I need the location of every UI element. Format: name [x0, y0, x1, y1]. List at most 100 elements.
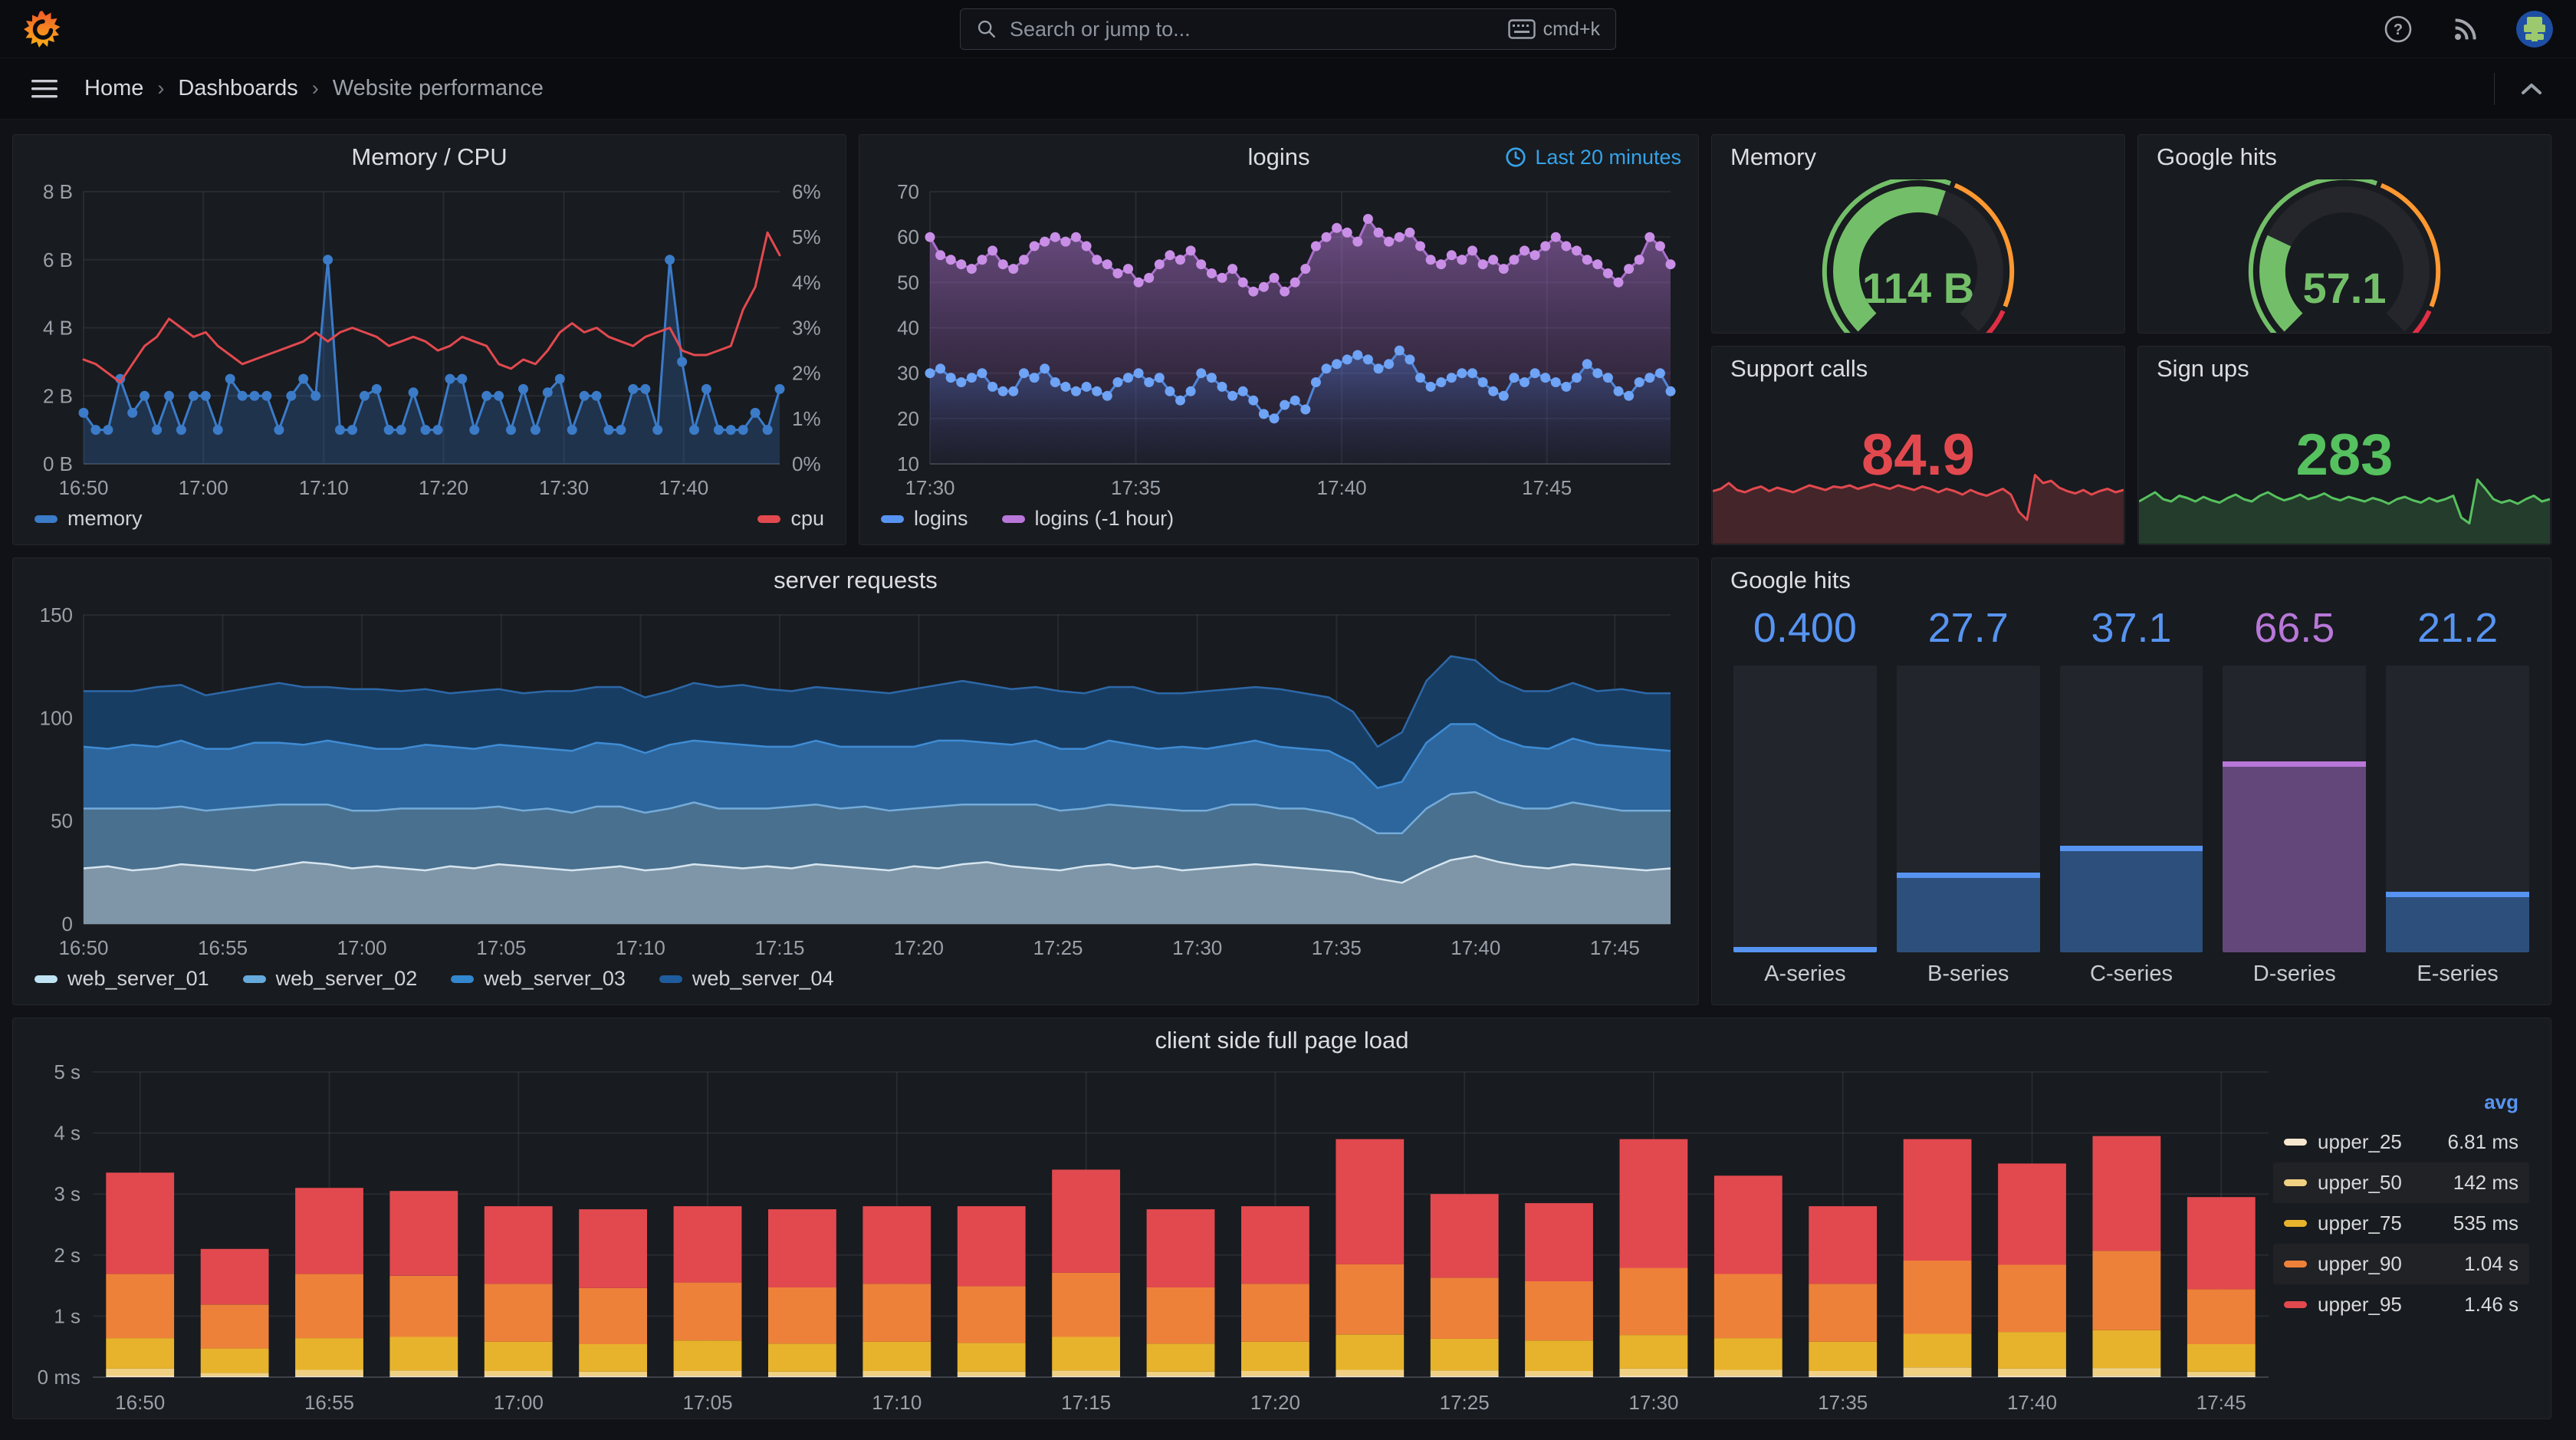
- legend-item-cpu[interactable]: cpu: [757, 507, 824, 531]
- legend-swatch: [34, 975, 58, 983]
- page-load-chart: 0 ms 1 s 2 s 3 s 4 s 5 s 16:50 16:55 17:00 17:05 1…: [13, 1063, 2551, 1419]
- sign-ups-sparkline: [2138, 467, 2551, 544]
- svg-text:17:45: 17:45: [2196, 1391, 2246, 1414]
- svg-text:50: 50: [897, 271, 919, 294]
- panel-title[interactable]: Google hits: [1730, 567, 1851, 593]
- panel-title[interactable]: Memory / CPU: [351, 143, 508, 170]
- bar-gauge-cell: 66.5 D-series: [2223, 604, 2367, 994]
- panel-title-text: logins: [1247, 143, 1310, 170]
- bar-gauge-value: 66.5: [2254, 605, 2335, 651]
- svg-text:17:40: 17:40: [2007, 1391, 2057, 1414]
- legend-label: web_server_04: [692, 967, 834, 990]
- google-hits-bar-gauge: 0.400 A-series 27.7 B-series 37.1 C-series 66.…: [1712, 603, 2551, 1004]
- bar-gauge-value: 27.7: [1927, 605, 2009, 651]
- panel-title[interactable]: Sign ups: [2157, 355, 2249, 382]
- avatar[interactable]: [2516, 10, 2553, 48]
- svg-text:4 B: 4 B: [43, 317, 73, 340]
- legend-row-upper-90[interactable]: upper_90 1.04 s: [2273, 1244, 2529, 1284]
- help-button[interactable]: ?: [2381, 12, 2415, 46]
- svg-text:60: 60: [897, 225, 919, 248]
- legend-item-web-server-01[interactable]: web_server_01: [34, 967, 209, 991]
- bar-gauge-cell: 37.1 C-series: [2059, 604, 2203, 994]
- svg-text:10: 10: [897, 452, 919, 475]
- legend-row-upper-95[interactable]: upper_95 1.46 s: [2273, 1284, 2529, 1325]
- breadcrumb-home[interactable]: Home: [84, 76, 144, 100]
- sparkline-canvas: [1712, 474, 2124, 544]
- panel-title[interactable]: server requests: [774, 567, 938, 593]
- legend-label: logins (-1 hour): [1034, 507, 1175, 530]
- breadcrumb-current: Website performance: [332, 76, 544, 100]
- legend-swatch: [757, 515, 781, 523]
- svg-text:17:25: 17:25: [1033, 936, 1083, 959]
- chart-canvas: 10 20 30 40 50 60 70 17:30 17:35 17:40 17:45: [897, 180, 1676, 499]
- svg-text:2%: 2%: [792, 362, 821, 385]
- panel-title[interactable]: Memory: [1730, 143, 1816, 170]
- panel-title[interactable]: Support calls: [1730, 355, 1868, 382]
- svg-text:17:20: 17:20: [419, 476, 468, 499]
- svg-text:17:00: 17:00: [179, 476, 228, 499]
- stat-value: 84.9: [1861, 422, 1975, 488]
- svg-text:16:50: 16:50: [115, 1391, 165, 1414]
- legend-value: 142 ms: [2453, 1171, 2518, 1194]
- news-button[interactable]: [2449, 12, 2482, 46]
- breadcrumb-dashboards[interactable]: Dashboards: [178, 76, 298, 100]
- svg-text:8 B: 8 B: [43, 180, 73, 203]
- panel-title[interactable]: Google hits: [2157, 143, 2277, 170]
- svg-text:6%: 6%: [792, 180, 821, 203]
- grafana-logo[interactable]: [23, 10, 61, 48]
- avatar-image: [2516, 10, 2553, 48]
- memory-gauge: 114 B: [1712, 179, 2124, 333]
- memory-cpu-legend: memory cpu: [13, 504, 846, 544]
- svg-text:17:45: 17:45: [1522, 476, 1572, 499]
- chart-canvas: 0 ms 1 s 2 s 3 s 4 s 5 s 16:50 16:55 17:00 17:05 1…: [38, 1063, 2269, 1414]
- svg-text:0: 0: [62, 912, 73, 935]
- bar-gauge-cell: 21.2 E-series: [2386, 604, 2529, 994]
- panel-title[interactable]: client side full page load: [1155, 1027, 1409, 1054]
- bar-gauge-fill: [1733, 947, 1877, 952]
- gauge-canvas: [1822, 179, 2015, 333]
- panel-title[interactable]: logins Last 20 minutes: [859, 135, 1698, 179]
- legend-item-web-server-04[interactable]: web_server_04: [659, 967, 834, 991]
- svg-text:17:35: 17:35: [1818, 1391, 1868, 1414]
- legend-item-logins-1hour[interactable]: logins (-1 hour): [1001, 507, 1175, 531]
- support-calls-sparkline: [1712, 467, 2124, 544]
- svg-text:17:25: 17:25: [1440, 1391, 1490, 1414]
- server-requests-chart: 0 50 100 150 16:50 16:55 17:00 17:05 17:10 17:15 1…: [13, 603, 1698, 964]
- legend-item-memory[interactable]: memory: [34, 507, 143, 531]
- top-nav: Search or jump to... cmd+k ?: [0, 0, 2576, 58]
- bar-gauge-track: [2386, 666, 2529, 952]
- svg-text:50: 50: [51, 810, 73, 833]
- time-range-badge[interactable]: Last 20 minutes: [1504, 135, 1681, 179]
- search-input[interactable]: Search or jump to... cmd+k: [960, 8, 1616, 50]
- legend-row-upper-75[interactable]: upper_75 535 ms: [2273, 1203, 2529, 1244]
- chart-canvas: 0 B 2 B 4 B 6 B 8 B 0% 1% 2% 3% 4% 5% 6% 16:50 17:00 1…: [43, 180, 821, 499]
- legend-item-logins[interactable]: logins: [881, 507, 968, 531]
- legend-row-upper-25[interactable]: upper_25 6.81 ms: [2273, 1122, 2529, 1162]
- bar-gauge-label: E-series: [2417, 962, 2499, 986]
- bar-gauge-track: [1896, 666, 2040, 952]
- legend-swatch: [2284, 1179, 2307, 1186]
- panel-logins: logins Last 20 minutes 10 20 30 40 50 60 70 17:…: [859, 134, 1699, 545]
- legend-avg-header[interactable]: avg: [2484, 1090, 2518, 1113]
- menu-toggle[interactable]: [28, 72, 61, 106]
- legend-item-web-server-03[interactable]: web_server_03: [451, 967, 626, 991]
- legend-item-web-server-02[interactable]: web_server_02: [242, 967, 417, 991]
- svg-text:17:45: 17:45: [1590, 936, 1640, 959]
- bar-gauge-track: [2059, 666, 2203, 952]
- keyboard-icon: [1507, 19, 1536, 39]
- shortcut-label: cmd+k: [1543, 18, 1600, 40]
- legend-swatch: [2284, 1220, 2307, 1227]
- memory-cpu-chart: 0 B 2 B 4 B 6 B 8 B 0% 1% 2% 3% 4% 5% 6% 16:50 17:00 1…: [13, 179, 846, 504]
- collapse-header-button[interactable]: [2515, 72, 2548, 106]
- legend-swatch: [34, 515, 58, 523]
- clock-icon: [1506, 147, 1526, 167]
- bar-gauge-label: A-series: [1764, 962, 1846, 986]
- svg-text:17:30: 17:30: [905, 476, 955, 499]
- legend-row-upper-50[interactable]: upper_50 142 ms: [2273, 1162, 2529, 1203]
- legend-value: 535 ms: [2453, 1212, 2518, 1235]
- svg-text:16:55: 16:55: [304, 1391, 354, 1414]
- bar-gauge-track: [1733, 666, 1877, 952]
- svg-text:16:50: 16:50: [58, 476, 108, 499]
- svg-text:17:00: 17:00: [337, 936, 387, 959]
- svg-text:4 s: 4 s: [54, 1122, 80, 1145]
